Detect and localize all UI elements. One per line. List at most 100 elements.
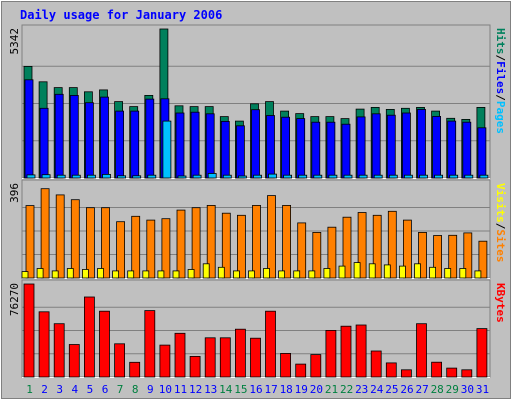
x-tick-label-day-21: 21	[325, 383, 338, 396]
series-visits	[21, 262, 482, 279]
bar-pages-day-25	[388, 174, 398, 179]
bar-files-day-2	[39, 107, 49, 179]
bar-kbytes-day-16	[250, 337, 261, 378]
bar-sites-day-30	[463, 232, 473, 279]
legend-item: KBytes	[494, 283, 507, 323]
x-tick-label-day-12: 12	[189, 383, 202, 396]
bar-visits-day-2	[36, 268, 44, 279]
x-tick-label-day-2: 2	[41, 383, 48, 396]
x-axis-day-labels: 1 2 3 4 5 6 7 8 9 10 11 12 13 14 15 16 17 18 19 20 21 22 23 24 2…	[26, 383, 489, 396]
bar-pages-day-22	[343, 174, 353, 179]
bar-pages-day-11	[177, 175, 187, 179]
x-tick-label-day-8: 8	[132, 383, 139, 396]
bar-pages-day-17	[268, 173, 277, 179]
bar-pages-day-27	[419, 174, 428, 179]
y-max-label: 5342	[8, 28, 21, 55]
bar-kbytes-day-11	[174, 332, 186, 378]
bar-sites-day-8	[131, 215, 141, 279]
legend-hits-files-pages: Hits/Files/Pages	[494, 28, 507, 134]
bar-sites-day-24	[372, 214, 382, 279]
bar-sites-day-26	[402, 219, 412, 279]
x-tick-label-day-22: 22	[340, 383, 353, 396]
bar-visits-day-29	[444, 268, 452, 279]
x-tick-label-day-29: 29	[446, 383, 459, 396]
bar-sites-day-23	[357, 212, 367, 279]
bar-pages-day-6	[102, 173, 111, 179]
bar-visits-day-9	[142, 270, 150, 279]
bar-pages-day-1	[26, 174, 36, 179]
legend-item: Visits	[494, 183, 507, 223]
x-tick-label-day-15: 15	[234, 383, 247, 396]
bar-pages-day-9	[147, 174, 157, 179]
bar-visits-day-12	[187, 269, 195, 279]
bar-sites-day-3	[55, 194, 65, 279]
x-tick-label-day-16: 16	[249, 383, 262, 396]
x-tick-label-day-27: 27	[415, 383, 428, 396]
bar-files-day-17	[266, 115, 275, 179]
bar-sites-day-6	[101, 207, 110, 279]
panel-hits-files-pages: 5342 Hits/Files/Pages	[8, 24, 507, 179]
bar-kbytes-day-28	[431, 361, 443, 378]
bar-visits-day-30	[459, 268, 467, 279]
x-tick-label-day-28: 28	[431, 383, 444, 396]
bar-sites-day-28	[433, 235, 443, 279]
bar-files-day-4	[69, 95, 79, 179]
legend-item: Hits	[494, 28, 507, 55]
legend-item: Pages	[494, 101, 507, 134]
panel-sites-visits: 396 Visits/Sites	[8, 179, 507, 279]
chart-title: Daily usage for January 2006	[20, 8, 222, 22]
bar-kbytes-day-2	[38, 311, 50, 378]
bar-pages-day-10	[162, 120, 172, 179]
bar-visits-day-20	[308, 270, 316, 279]
x-tick-label-day-17: 17	[264, 383, 277, 396]
bar-visits-day-7	[112, 270, 119, 279]
bar-files-day-20	[311, 121, 321, 179]
x-tick-label-day-18: 18	[280, 383, 293, 396]
bar-sites-day-7	[116, 221, 125, 279]
bar-kbytes-day-21	[325, 329, 337, 378]
bar-files-day-31	[477, 127, 487, 179]
bar-visits-day-19	[293, 270, 301, 279]
panel-kbytes: 76270 KBytes	[8, 279, 507, 378]
x-tick-label-day-9: 9	[147, 383, 154, 396]
bar-kbytes-day-5	[84, 296, 95, 378]
series-kbytes	[23, 283, 488, 378]
bar-sites-day-21	[327, 226, 337, 279]
bar-visits-day-3	[51, 270, 59, 279]
bar-files-day-29	[447, 120, 457, 179]
x-tick-label-day-3: 3	[56, 383, 63, 396]
bar-pages-day-4	[71, 174, 81, 179]
legend-kbytes: KBytes	[494, 283, 507, 323]
bar-kbytes-day-4	[68, 344, 80, 378]
bar-visits-day-17	[263, 268, 270, 279]
bar-files-day-3	[54, 93, 64, 179]
bar-files-day-8	[130, 110, 140, 179]
bar-sites-day-31	[478, 240, 488, 279]
bar-kbytes-day-3	[53, 323, 65, 378]
bar-kbytes-day-25	[385, 362, 397, 378]
bar-visits-day-4	[66, 268, 74, 279]
bar-sites-day-17	[267, 195, 276, 279]
bar-files-day-19	[296, 118, 306, 179]
legend-separator: /	[494, 223, 507, 230]
bar-pages-day-23	[358, 174, 368, 179]
bar-visits-day-15	[232, 270, 240, 279]
bar-files-day-27	[417, 109, 426, 179]
bar-visits-day-1	[21, 271, 29, 279]
bar-kbytes-day-6	[99, 310, 110, 378]
bar-kbytes-day-19	[295, 363, 307, 378]
bar-pages-day-29	[449, 174, 459, 179]
bar-visits-day-5	[82, 269, 89, 279]
bar-kbytes-day-15	[234, 328, 246, 378]
bar-pages-day-28	[434, 174, 444, 179]
bar-sites-day-20	[312, 231, 322, 279]
bar-kbytes-day-31	[476, 328, 488, 378]
legend-item: Sites	[494, 229, 507, 262]
bar-kbytes-day-14	[219, 337, 231, 378]
bar-files-day-24	[371, 113, 381, 179]
bar-visits-day-27	[414, 263, 421, 279]
bar-visits-day-11	[172, 270, 180, 279]
bar-visits-day-28	[429, 266, 437, 279]
bar-sites-day-9	[146, 219, 156, 279]
bar-visits-day-31	[474, 270, 482, 279]
